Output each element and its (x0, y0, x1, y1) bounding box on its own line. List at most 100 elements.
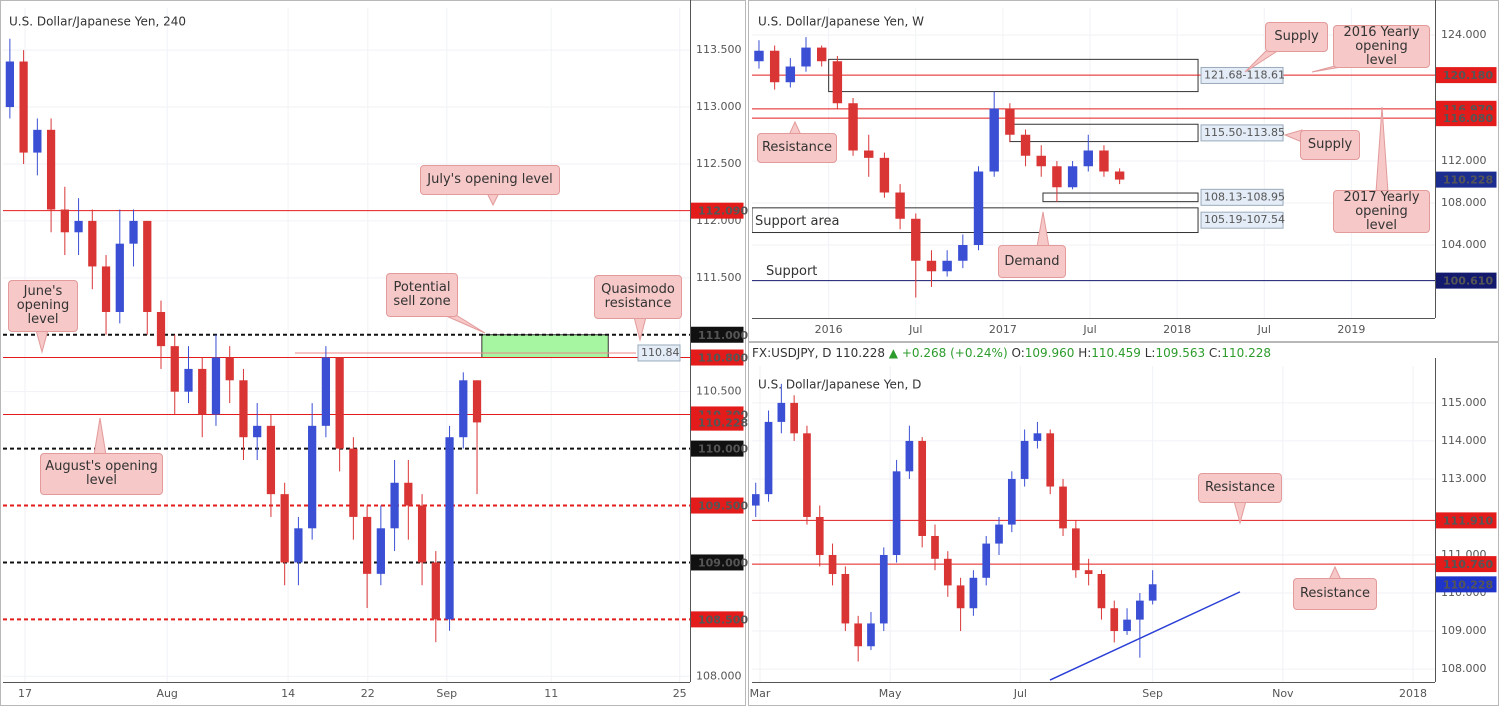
up-arrow: ▲ (884, 346, 902, 360)
candle-body (1123, 619, 1131, 632)
level-label: 109.500 (698, 500, 748, 513)
candle-body (989, 108, 999, 172)
candle-body (982, 543, 991, 578)
level-label: 110.228 (1443, 578, 1493, 591)
zone (481, 334, 609, 359)
candle-body (905, 440, 914, 472)
x-tick-label: 2018 (1163, 323, 1191, 336)
candle-body (445, 437, 454, 620)
candle-body (46, 129, 56, 210)
plot (3, 38, 690, 643)
level-label: 108.500 (698, 613, 748, 626)
candle-body (1067, 166, 1078, 188)
candle-body (926, 260, 937, 272)
level-label-box (1436, 171, 1497, 188)
info-bar: FX:USDJPY, D 110.228 ▲ +0.268 (+0.24%) O… (752, 346, 1271, 360)
candle-body (280, 494, 289, 563)
candle-body (404, 482, 413, 506)
zone-label: 121.68-118.61 (1204, 68, 1285, 81)
plot (752, 383, 1435, 681)
callout: 2016 Yearly opening level (1333, 25, 1430, 68)
zone-label-box (1200, 66, 1284, 84)
chart-title: U.S. Dollar/Japanese Yen, W (758, 15, 924, 29)
x-tick-label: 2016 (815, 323, 843, 336)
panel: 108.000110.500111.500112.000112.500113.0… (0, 0, 748, 706)
candle-body (816, 47, 827, 62)
candle-body (867, 623, 875, 647)
x-tick-label: May (879, 687, 902, 700)
level-label-box (691, 497, 744, 514)
y-tick-label: 124.000 (1441, 28, 1487, 41)
ohlc-label: O: (1011, 346, 1025, 360)
candle-body (376, 528, 385, 574)
level-label: 111.910 (1443, 514, 1493, 527)
candle-body (5, 61, 14, 108)
candle-body (942, 260, 952, 272)
y-tick-label: 113.500 (696, 43, 742, 56)
candle-body (864, 150, 874, 158)
candle-body (1084, 570, 1093, 575)
candle-body (801, 47, 811, 67)
zone-label: 108.13-108.95 (1204, 190, 1285, 203)
candle-body (101, 266, 111, 312)
tag-label: 110.84 (641, 346, 680, 359)
ohlc-value: 110.228 (1221, 346, 1271, 360)
candle-body (828, 554, 837, 575)
candle-body (115, 243, 124, 312)
candle-body (931, 535, 939, 559)
level-label: 110.760 (1443, 558, 1493, 571)
x-tick-label: Nov (1272, 687, 1294, 700)
zone-label: 105.19-107.54 (1204, 213, 1285, 226)
y-tick-label: 113.000 (1441, 472, 1487, 485)
callout: Demand (998, 245, 1066, 278)
candle-body (390, 482, 399, 529)
x-tick-label: Mar (750, 687, 771, 700)
candle-body (969, 577, 978, 609)
candle-body (958, 245, 968, 261)
level-label-box (1436, 512, 1497, 529)
candle-body (769, 50, 780, 83)
x-tick-label: Sep (436, 687, 457, 700)
annotation-text: Support area (755, 214, 840, 229)
candle-body (349, 448, 358, 517)
candle-body (995, 524, 1003, 544)
chart-title: U.S. Dollar/Japanese Yen, D (758, 378, 921, 392)
x-tick-label: 11 (544, 687, 558, 700)
callout: June's opening level (8, 280, 78, 332)
symbol: FX:USDJPY, D (752, 346, 832, 360)
candle-body (417, 505, 427, 563)
candle-body (832, 61, 843, 104)
candle-body (156, 311, 166, 347)
level-label: 120.180 (1443, 69, 1493, 82)
candle-body (854, 623, 863, 647)
candle-body (321, 357, 331, 426)
x-tick-label: 2019 (1337, 323, 1365, 336)
candle-body (1083, 150, 1093, 167)
level-label: 110.000 (698, 443, 748, 456)
change-pct: (+0.24%) (950, 346, 1008, 360)
ohlc-value: 109.563 (1155, 346, 1206, 360)
y-tick-label: 108.000 (696, 669, 742, 682)
ohlc-value: 110.459 (1091, 346, 1141, 360)
level-label: 100.610 (1443, 275, 1493, 288)
callout: Supply (1265, 22, 1328, 52)
level-label-box (691, 326, 744, 343)
candle-body (754, 50, 764, 62)
level-label: 112.090 (698, 205, 748, 218)
candle-body (198, 368, 207, 415)
callout: July's opening level (420, 165, 560, 195)
ohlc-label: C: (1208, 346, 1222, 360)
candle-body (943, 558, 952, 586)
x-tick-label: Jul (1013, 687, 1027, 700)
zone-label-box (1200, 124, 1284, 142)
callout: Potential sell zone (386, 273, 458, 317)
y-tick-label: 110.500 (696, 385, 742, 398)
x-tick-label: Jul (1257, 323, 1271, 336)
callout: Resistance (1293, 578, 1377, 610)
y-tick-label: 109.000 (1441, 624, 1487, 637)
candle-body (88, 220, 97, 267)
candle-body (74, 220, 83, 233)
zone-label-box (1200, 188, 1284, 206)
trendline (1049, 591, 1241, 681)
